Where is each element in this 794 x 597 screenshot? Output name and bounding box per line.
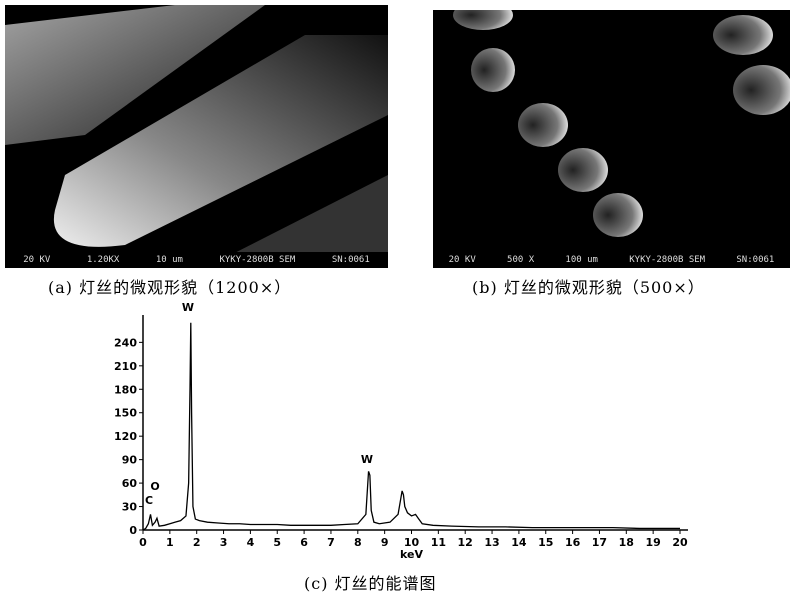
sem-info-strip: 20 KV 1.20KX 10 um KYKY-2800B SEM SN:0061 bbox=[5, 252, 388, 268]
x-tick-label: 9 bbox=[381, 536, 389, 549]
caption: (a) 灯丝的微观形貌（1200×） bbox=[48, 278, 292, 297]
y-tick-label: 150 bbox=[114, 407, 137, 420]
sem-info: SN:0061 bbox=[331, 255, 370, 265]
sem-info: KYKY-2800B SEM bbox=[219, 255, 296, 265]
x-tick-label: 11 bbox=[431, 536, 446, 549]
x-tick-label: 1 bbox=[166, 536, 174, 549]
y-tick-label: 210 bbox=[114, 360, 137, 373]
x-tick-label: 5 bbox=[273, 536, 281, 549]
x-tick-label: 15 bbox=[538, 536, 553, 549]
x-tick-label: 2 bbox=[193, 536, 201, 549]
y-tick-label: 30 bbox=[122, 501, 138, 514]
x-axis-label: keV bbox=[400, 548, 423, 561]
y-tick-label: 0 bbox=[129, 524, 137, 537]
x-tick-label: 18 bbox=[619, 536, 634, 549]
caption: (c) 灯丝的能谱图 bbox=[304, 574, 437, 593]
x-tick-label: 6 bbox=[300, 536, 308, 549]
caption: (b) 灯丝的微观形貌（500×） bbox=[472, 278, 705, 297]
x-tick-label: 4 bbox=[247, 536, 255, 549]
spectrum-line bbox=[142, 322, 680, 531]
x-tick-label: 19 bbox=[645, 536, 660, 549]
x-tick-label: 7 bbox=[327, 536, 335, 549]
y-tick-label: 180 bbox=[114, 383, 137, 396]
sem-info-strip: 20 KV 500 X 100 um KYKY-2800B SEM SN:0061 bbox=[433, 252, 790, 268]
sem-info: 1.20KX bbox=[86, 255, 120, 265]
sem-info: KYKY-2800B SEM bbox=[629, 255, 706, 265]
x-tick-label: 17 bbox=[592, 536, 607, 549]
y-tick-label: 240 bbox=[114, 336, 137, 349]
sem-info: 20 KV bbox=[23, 255, 51, 265]
x-tick-label: 16 bbox=[565, 536, 581, 549]
x-tick-label: 14 bbox=[511, 536, 527, 549]
sem-drawing bbox=[453, 10, 790, 237]
peak-label: W bbox=[182, 301, 194, 314]
sem-image-b: 20 KV 500 X 100 um KYKY-2800B SEM SN:0061 bbox=[433, 10, 790, 268]
y-tick-label: 60 bbox=[122, 477, 138, 490]
sem-info: SN:0061 bbox=[736, 255, 775, 265]
y-tick-label: 120 bbox=[114, 430, 137, 443]
x-tick-label: 0 bbox=[139, 536, 147, 549]
peak-label: O bbox=[150, 480, 159, 493]
sem-info: 100 um bbox=[565, 255, 598, 265]
x-tick-label: 8 bbox=[354, 536, 362, 549]
x-tick-label: 13 bbox=[484, 536, 499, 549]
x-tick-label: 10 bbox=[404, 536, 420, 549]
sem-info: 20 KV bbox=[448, 255, 476, 265]
x-tick-label: 20 bbox=[672, 536, 688, 549]
sem-drawing bbox=[5, 5, 388, 268]
y-tick-label: 90 bbox=[122, 454, 138, 467]
sem-info: 500 X bbox=[507, 255, 535, 265]
peak-label: W bbox=[361, 453, 373, 466]
x-tick-label: 3 bbox=[220, 536, 228, 549]
peak-label: C bbox=[145, 494, 153, 507]
sem-info: 10 um bbox=[155, 255, 183, 265]
sem-image-a: 20 KV 1.20KX 10 um KYKY-2800B SEM SN:0061 bbox=[5, 5, 388, 268]
x-tick-label: 12 bbox=[458, 536, 473, 549]
